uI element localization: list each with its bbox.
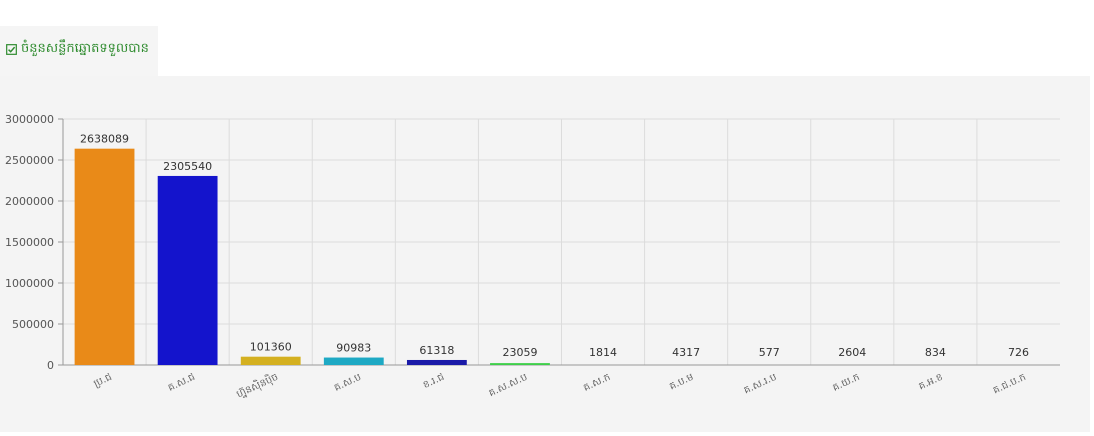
x-tick-label: គ.ស.រ.ប	[742, 372, 778, 397]
x-tick-label: គ.ជ.ប.ក	[991, 372, 1027, 397]
bar-value-label: 577	[759, 346, 780, 359]
x-tick-label: ហ្វ៊ុនស៊ិនប៉ិច	[234, 370, 280, 401]
x-tick-label: គ.ស.ប	[333, 372, 364, 394]
y-tick-label: 0	[47, 359, 54, 372]
bar-value-label: 4317	[672, 346, 700, 359]
bar-value-label: 2305540	[163, 160, 212, 173]
y-tick-label: 3000000	[5, 113, 54, 126]
bar-value-label: 2604	[838, 346, 866, 359]
bar-value-label: 90983	[336, 342, 371, 355]
x-tick-label: គ.ស.ក	[582, 372, 613, 394]
checkbox-checked-icon	[6, 44, 17, 55]
bar-value-label: 23059	[502, 346, 537, 359]
bar	[490, 363, 550, 365]
chart-title-text: ចំនួនសន្លឹកឆ្នោតទទួលបាន	[21, 40, 149, 59]
bar	[75, 149, 135, 365]
bar-value-label: 834	[925, 346, 946, 359]
bar-value-label: 726	[1008, 346, 1029, 359]
y-tick-label: 1000000	[5, 277, 54, 290]
bar	[158, 176, 218, 365]
y-tick-label: 2500000	[5, 154, 54, 167]
x-tick-label: គ.អ.ខ	[917, 372, 945, 393]
x-tick-label: គ.ប.ម	[668, 372, 696, 393]
chart-panel: 0 500000 1000000 1500000 2000000 2500000 30000…	[0, 76, 1090, 432]
x-tick-label: គ.ស.ស.ប	[487, 372, 529, 399]
bar	[241, 357, 301, 365]
bar-chart: 0 500000 1000000 1500000 2000000 2500000 30000…	[0, 76, 1090, 432]
y-tick-label: 2000000	[5, 195, 54, 208]
x-tick-label: គ.ស.ជ	[166, 372, 197, 394]
bar	[407, 360, 467, 365]
bar-value-label: 1814	[589, 346, 617, 359]
bar-value-label: 101360	[250, 341, 292, 354]
x-tick-label: ប្រ.ជ	[92, 372, 114, 390]
x-tick-label: គ.យ.ក	[831, 372, 862, 394]
bar-value-label: 2638089	[80, 133, 129, 146]
bar-value-label: 61318	[419, 344, 454, 357]
bar	[324, 358, 384, 365]
title-box: ចំនួនសន្លឹកឆ្នោតទទួលបាន	[0, 26, 158, 76]
y-tick-label: 500000	[12, 318, 54, 331]
chart-title: ចំនួនសន្លឹកឆ្នោតទទួលបាន	[6, 40, 149, 59]
y-tick-label: 1500000	[5, 236, 54, 249]
x-tick-label: ខ.រ.ជ	[421, 372, 446, 391]
